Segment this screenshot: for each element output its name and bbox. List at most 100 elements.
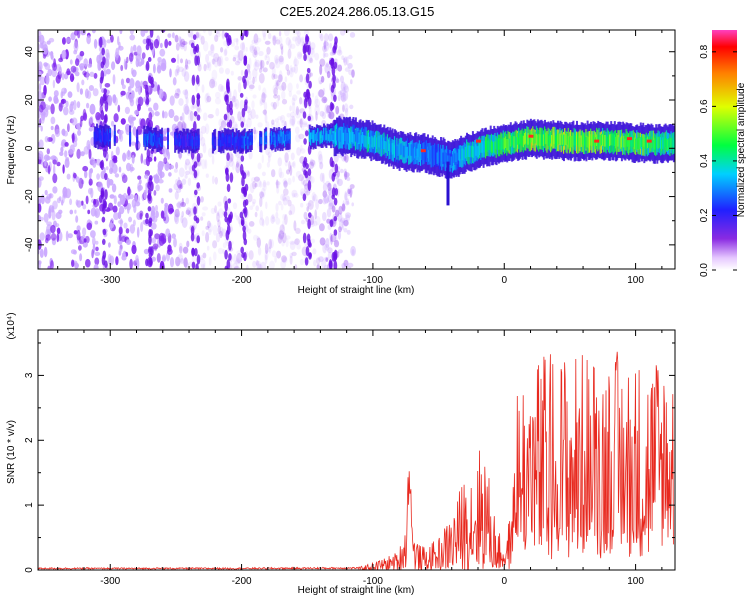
spectrogram-noise-blob xyxy=(69,144,75,154)
spectrogram-noise-blob xyxy=(175,256,181,267)
spectrogram-ridge-cell xyxy=(340,129,343,141)
spectrogram-ridge-cell xyxy=(479,143,481,156)
spectrogram-noise-blob xyxy=(124,106,130,115)
spectrogram-noise-blob xyxy=(303,30,310,36)
spectrogram-ridge-cell xyxy=(493,141,496,153)
spectrogram-noise-blob xyxy=(262,87,267,97)
spectrogram-noise-blob xyxy=(192,34,197,40)
spectrogram-noise-blob xyxy=(258,50,264,57)
spectrogram-noise-blob xyxy=(288,39,292,50)
spectrogram-noise-blob xyxy=(310,158,313,165)
spectrogram-ridge-cell xyxy=(483,140,486,153)
spectrogram-noise-blob xyxy=(109,220,113,231)
spectrogram-ridge-cell xyxy=(272,135,275,143)
spectrogram-noise-blob xyxy=(82,108,87,120)
spectrogram-noise-blob xyxy=(247,113,253,121)
spectrogram-noise-blob xyxy=(99,96,104,107)
spectrogram-noise-blob xyxy=(128,86,131,91)
spectrogram-ridge-cell xyxy=(662,137,665,149)
spectrogram-ridge-cell xyxy=(474,146,477,158)
spectrogram-noise-blob xyxy=(212,58,215,65)
spectrogram-ridge-cell xyxy=(155,133,158,141)
spectrogram-noise-blob xyxy=(237,82,242,93)
spectrogram-noise-blob xyxy=(73,50,78,55)
spectrogram-ridge-cell xyxy=(514,136,517,148)
spectrogram-ridge-cell xyxy=(104,135,107,143)
spectrogram-noise-blob xyxy=(129,78,135,89)
spectrogram-noise-blob xyxy=(295,170,302,178)
spectrogram-noise-blob xyxy=(268,246,272,254)
spectrogram-noise-blob xyxy=(70,65,77,73)
spectrogram-noise-blob xyxy=(337,249,343,254)
spectrogram-noise-blob xyxy=(340,89,343,98)
spectrogram-noise-blob xyxy=(138,178,142,185)
spectrogram-noise-blob xyxy=(225,32,230,43)
spectrogram-noise-blob xyxy=(95,210,98,217)
spectrogram-noise-blob xyxy=(279,43,284,50)
spectrogram-noise-blob xyxy=(126,203,130,214)
spectrogram-peak-cell xyxy=(594,139,600,143)
spectrogram-noise-blob xyxy=(82,70,87,76)
spectrogram-ridge-cell xyxy=(362,132,364,144)
spectrogram-ridge-cell xyxy=(663,138,666,150)
spectrogram-ridge-cell xyxy=(658,136,661,149)
spectrogram-noise-blob xyxy=(343,58,346,63)
colorbar-tick-label: 0.0 xyxy=(699,263,710,277)
spectrogram-noise-blob xyxy=(191,164,196,172)
spectrogram-noise-blob xyxy=(174,191,179,200)
spectrogram-noise-blob xyxy=(255,205,259,212)
spectrogram-noise-blob xyxy=(73,41,79,53)
spectrogram-noise-blob xyxy=(189,110,194,122)
spectrogram-ridge-cell xyxy=(466,145,468,157)
spectrogram-noise-blob xyxy=(333,216,338,222)
spectrogram-ridge-cell xyxy=(158,137,161,145)
spectrogram-noise-blob xyxy=(196,114,201,121)
spectrogram-ridge-cell xyxy=(585,137,588,149)
spectrogram-ridge-cell xyxy=(331,127,334,141)
spectrogram-noise-blob xyxy=(264,55,268,61)
spectrogram-noise-blob xyxy=(137,184,143,191)
spectrogram-ridge-cell xyxy=(226,135,229,143)
spectrogram-ridge-cell xyxy=(534,131,537,144)
spectrogram-noise-blob xyxy=(266,161,270,168)
spectrogram-noise-blob xyxy=(289,105,292,112)
spectrogram-peak-cell xyxy=(646,139,652,143)
spectrogram-noise-blob xyxy=(267,32,272,40)
spectrogram-noise-blob xyxy=(253,126,256,135)
spectrogram-ridge-cell xyxy=(617,135,620,147)
spectrogram-noise-blob xyxy=(327,187,333,196)
spectrogram-noise-blob xyxy=(200,264,205,269)
spectrogram-noise-blob xyxy=(319,161,324,170)
spectrogram-noise-blob xyxy=(106,39,112,44)
spectrogram-noise-blob xyxy=(230,153,234,162)
spectrogram-noise-blob xyxy=(295,35,301,47)
spectrogram-noise-blob xyxy=(253,46,258,56)
spectrogram-noise-blob xyxy=(170,131,175,136)
spectrogram-noise-blob xyxy=(73,140,78,148)
spectrogram-noise-blob xyxy=(308,161,314,169)
spectrogram-noise-blob xyxy=(202,262,206,269)
spectrogram-noise-blob xyxy=(346,176,351,182)
spectrogram-noise-blob xyxy=(346,198,349,205)
spectrogram-ridge-cell xyxy=(573,133,576,146)
spectrogram-noise-blob xyxy=(267,155,271,163)
spectrogram-noise-blob xyxy=(261,93,268,99)
spectrogram-ridge-cell xyxy=(221,136,224,144)
spectrogram-noise-blob xyxy=(264,243,269,255)
spectrogram-ridge-cell xyxy=(428,150,431,162)
spectrogram-noise-blob xyxy=(335,105,340,115)
spectrogram-noise-blob xyxy=(214,97,221,105)
spectrogram-noise-blob xyxy=(131,244,137,255)
spectrogram-noise-blob xyxy=(337,178,343,187)
spectrogram-noise-blob xyxy=(326,71,331,79)
spectrogram-marks xyxy=(38,30,675,269)
spectrogram-noise-blob xyxy=(311,92,315,98)
spectrogram-ridge-cell xyxy=(482,144,485,156)
spectrogram-noise-blob xyxy=(184,174,188,179)
spectrogram-noise-blob xyxy=(50,233,57,241)
spectrogram-noise-blob xyxy=(50,116,56,125)
spectrogram-noise-blob xyxy=(302,232,307,244)
spectrogram-noise-blob xyxy=(322,243,327,254)
spectrogram-noise-blob xyxy=(201,230,205,237)
spectrogram-ridge-cell xyxy=(453,151,455,163)
